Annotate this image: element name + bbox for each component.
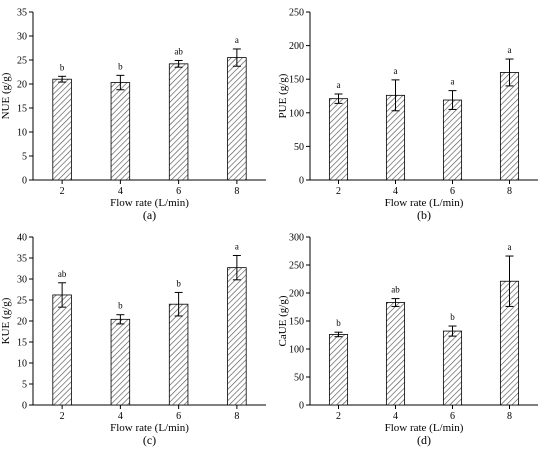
x-tick-label: 8: [507, 411, 512, 422]
y-tick-label: 0: [22, 401, 27, 412]
panel-label: (a): [143, 208, 156, 222]
significance-label: ab: [174, 46, 183, 56]
significance-label: b: [450, 312, 455, 322]
y-tick-label: 200: [289, 41, 304, 52]
x-tick-label: 4: [118, 411, 123, 422]
bar: [52, 294, 72, 406]
bar: [442, 330, 463, 406]
y-tick-label: 25: [17, 296, 27, 307]
significance-label: a: [508, 242, 512, 252]
y-axis-title: KUE (g/g): [0, 297, 12, 344]
significance-label: a: [508, 45, 512, 55]
y-axis-title: CaUE (g/g): [277, 295, 289, 346]
significance-label: a: [235, 35, 239, 45]
bar: [110, 82, 131, 181]
x-tick-label: 4: [118, 186, 123, 197]
chart-panel-1: 0 5 10 15 20 25 30 35 NUE (g/g) b 2 b 4 ab 6 a 8 Flow rat…: [0, 8, 266, 222]
bar: [385, 302, 406, 406]
x-axis-title: Flow rate (L/min): [385, 197, 464, 209]
significance-label: b: [176, 278, 181, 288]
x-tick-label: 4: [393, 411, 398, 422]
significance-label: b: [118, 61, 123, 71]
x-tick-label: 6: [176, 186, 181, 197]
panel-label: (d): [417, 433, 431, 447]
x-tick-label: 2: [336, 186, 341, 197]
significance-label: ab: [58, 269, 67, 279]
y-tick-label: 20: [17, 317, 27, 328]
y-tick-label: 10: [17, 128, 27, 139]
significance-label: b: [336, 318, 341, 328]
y-tick-label: 150: [289, 317, 304, 328]
y-tick-label: 15: [17, 104, 27, 115]
y-tick-label: 0: [22, 176, 27, 187]
bar: [499, 72, 520, 181]
significance-label: a: [235, 241, 239, 251]
x-tick-label: 2: [60, 411, 65, 422]
x-tick-label: 2: [60, 186, 65, 197]
significance-label: a: [451, 77, 455, 87]
chart-panel-4: 0 50 100 150 200 250 300 CaUE (g/g) b 2 ab 4 b 6 a 8 Flo…: [277, 233, 538, 447]
y-tick-label: 300: [289, 233, 304, 244]
bar: [168, 63, 189, 181]
y-tick-label: 30: [17, 32, 27, 43]
y-tick-label: 40: [17, 233, 27, 244]
chart-panel-2: 0 50 100 150 200 250 PUE (g/g) a 2 a 4 a 6 a 8 Flow rat…: [277, 8, 538, 222]
significance-label: b: [60, 62, 65, 72]
y-axis-title: NUE (g/g): [0, 72, 12, 119]
y-tick-label: 15: [17, 338, 27, 349]
y-tick-label: 100: [289, 345, 304, 356]
bar: [110, 318, 131, 406]
significance-label: a: [337, 80, 341, 90]
y-axis-title: PUE (g/g): [277, 73, 289, 118]
x-tick-label: 4: [393, 186, 398, 197]
bar: [227, 267, 247, 406]
x-tick-label: 6: [450, 411, 455, 422]
y-tick-label: 200: [289, 289, 304, 300]
x-axis-title: Flow rate (L/min): [110, 197, 189, 209]
bar: [227, 57, 247, 181]
y-tick-label: 50: [294, 142, 304, 153]
x-axis-title: Flow rate (L/min): [385, 422, 464, 434]
y-tick-label: 250: [289, 8, 304, 19]
y-tick-label: 35: [17, 254, 27, 265]
y-tick-label: 50: [294, 373, 304, 384]
x-tick-label: 8: [234, 411, 239, 422]
y-tick-label: 0: [299, 401, 304, 412]
significance-label: ab: [391, 285, 400, 295]
x-tick-label: 8: [507, 186, 512, 197]
bar: [328, 334, 349, 406]
y-tick-label: 10: [17, 359, 27, 370]
y-tick-label: 25: [17, 56, 27, 67]
x-axis-title: Flow rate (L/min): [110, 422, 189, 434]
y-tick-label: 0: [299, 176, 304, 187]
y-tick-label: 250: [289, 261, 304, 272]
panel-label: (c): [143, 433, 156, 447]
x-tick-label: 2: [336, 411, 341, 422]
x-tick-label: 6: [450, 186, 455, 197]
significance-label: b: [118, 301, 123, 311]
bar: [168, 303, 189, 406]
y-tick-label: 150: [289, 75, 304, 86]
y-tick-label: 100: [289, 108, 304, 119]
y-tick-label: 35: [17, 8, 27, 19]
y-tick-label: 5: [22, 152, 27, 163]
chart-panel-3: 0 5 10 15 20 25 30 35 40 KUE (g/g) ab 2 b 4 b 6 a 8 Flow r…: [0, 233, 266, 447]
x-tick-label: 6: [176, 411, 181, 422]
y-tick-label: 20: [17, 80, 27, 91]
y-tick-label: 30: [17, 275, 27, 286]
panel-label: (b): [417, 208, 431, 222]
bar: [52, 78, 72, 181]
y-tick-label: 5: [22, 380, 27, 391]
bar: [442, 99, 463, 181]
x-tick-label: 8: [234, 186, 239, 197]
bar: [328, 98, 349, 181]
significance-label: a: [394, 66, 398, 76]
